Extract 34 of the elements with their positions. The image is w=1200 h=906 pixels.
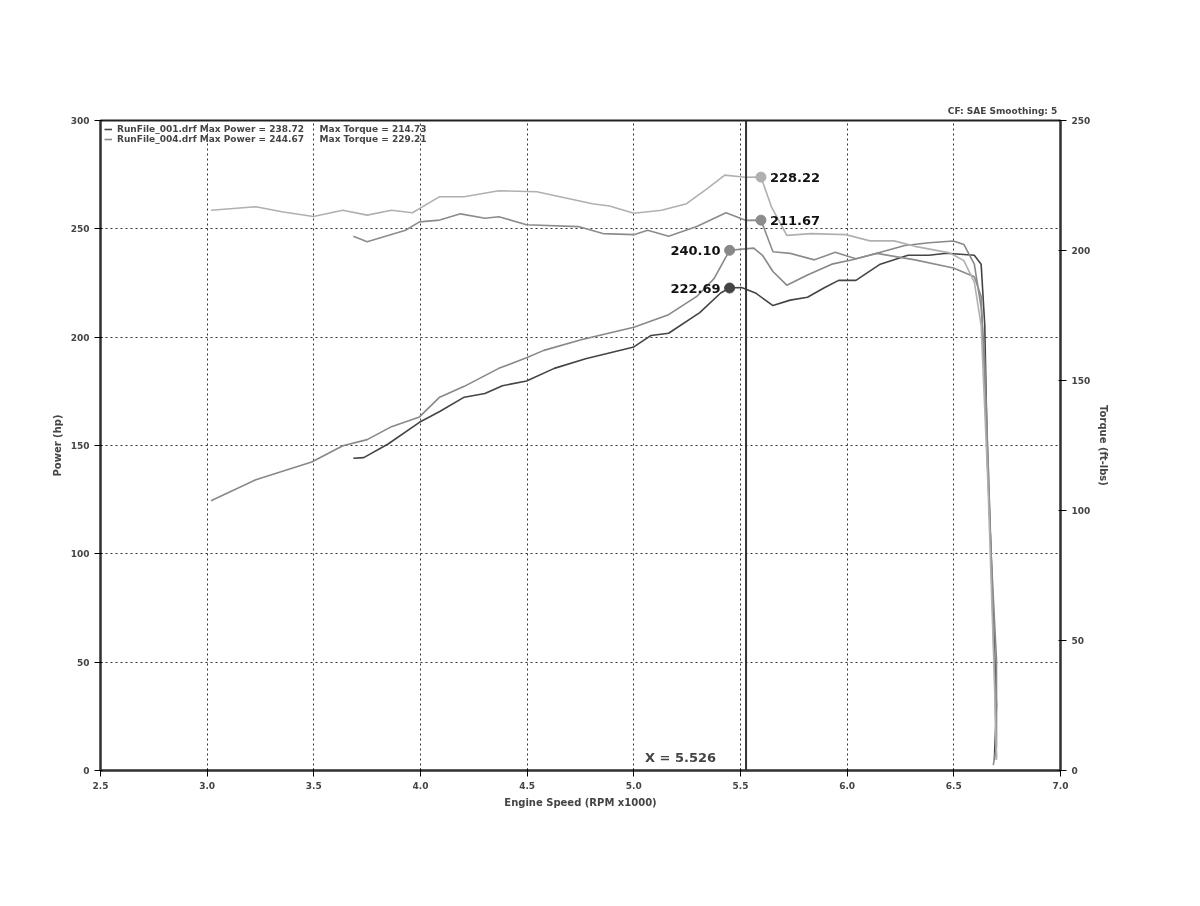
y2-tick-label: 50 — [1071, 636, 1085, 646]
x-tick-label: 3.0 — [199, 780, 216, 791]
y2-tick-label: 0 — [1071, 766, 1078, 776]
x-tick-label: 2.5 — [92, 780, 109, 791]
y-tick-label: 100 — [70, 549, 90, 560]
x-tick-label: 6.0 — [839, 780, 856, 791]
y-tick-label: 200 — [70, 332, 90, 343]
y2-tick-label: 200 — [1071, 246, 1091, 256]
y-tick-label: 300 — [70, 116, 90, 126]
x-tick-label: 7.0 — [1052, 780, 1069, 791]
y-tick-label: 150 — [70, 441, 90, 451]
x-axis-title: Engine Speed (RPM x1000) — [504, 796, 657, 808]
data-label: 228.22 — [769, 169, 821, 185]
x-tick-label: 3.5 — [305, 780, 322, 791]
data-label: 240.10 — [670, 242, 721, 258]
x-tick-label: 5.5 — [732, 780, 749, 791]
y2-tick-label: 150 — [1071, 376, 1091, 386]
legend-label: RunFile_004.drf Max Power = 244.67 Max Torque = 229.21 — [117, 134, 427, 144]
y-axis-title: Power (hp) — [51, 414, 63, 477]
y-tick-label: 250 — [70, 224, 90, 235]
legend-label: RunFile_001.drf Max Power = 238.72 Max Torque = 214.73 — [117, 124, 427, 134]
data-label: 222.69 — [670, 280, 721, 296]
x-tick-label: 4.0 — [412, 780, 429, 791]
x-tick-label: 6.5 — [945, 780, 962, 791]
y2-tick-label: 100 — [1071, 506, 1091, 516]
y-tick-label: 0 — [83, 766, 90, 776]
ref-line-label: X = 5.526 — [644, 749, 717, 765]
y2-tick-label: 250 — [1071, 116, 1091, 126]
y-tick-label: 50 — [76, 657, 90, 668]
data-label: 211.67 — [769, 212, 821, 228]
x-tick-label: 5.0 — [625, 780, 642, 791]
x-tick-label: 4.5 — [519, 780, 536, 791]
y2-axis-title: Torque (ft-lbs) — [1098, 405, 1110, 486]
text: CF: SAE Smoothing: 5 — [947, 105, 1058, 116]
